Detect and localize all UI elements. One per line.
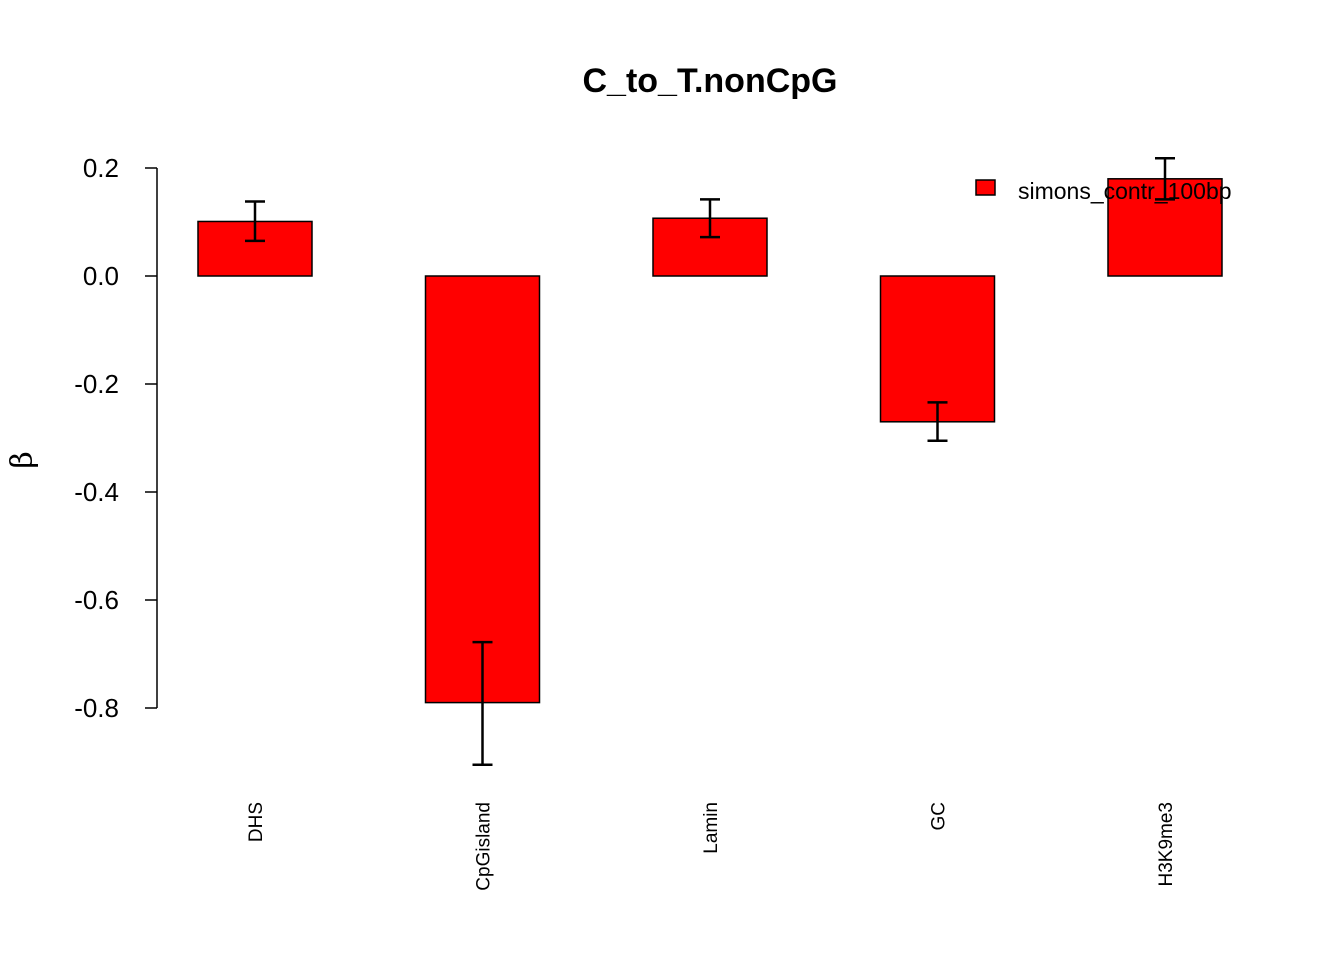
legend-swatch bbox=[975, 179, 996, 196]
x-tick-label: DHS bbox=[246, 802, 267, 842]
x-tick-label: GC bbox=[929, 802, 950, 831]
error-bar-gc bbox=[927, 401, 948, 442]
y-axis: 0.2 0.0 -0.2 -0.4 -0.6 -0.8 bbox=[74, 153, 158, 723]
y-tick-label: -0.4 bbox=[74, 477, 119, 507]
error-bar-dhs bbox=[245, 200, 265, 243]
y-tick-label: -0.8 bbox=[74, 693, 119, 723]
bars-group bbox=[197, 157, 1223, 766]
error-bar-h3k9me3 bbox=[1155, 157, 1175, 201]
x-tick-label: CpGisland bbox=[474, 802, 495, 891]
y-axis-label: β bbox=[5, 451, 40, 468]
legend-label: simons_contr_100bp bbox=[1018, 178, 1232, 204]
x-tick-labels: DHS CpGisland Lamin GC H3K9me3 bbox=[246, 802, 1177, 891]
chart-title: C_to_T.nonCpG bbox=[583, 62, 838, 100]
y-tick-label: 0.0 bbox=[83, 261, 119, 291]
bar-gc bbox=[879, 275, 996, 423]
x-tick-label: H3K9me3 bbox=[1156, 802, 1177, 887]
bar-cpgisland bbox=[424, 275, 541, 704]
y-tick-label: 0.2 bbox=[83, 153, 119, 183]
bar-lamin bbox=[652, 217, 768, 277]
error-bar-cpgisland bbox=[472, 640, 493, 766]
x-tick-label: Lamin bbox=[701, 802, 722, 854]
legend: simons_contr_100bp bbox=[975, 178, 1232, 204]
y-tick-label: -0.6 bbox=[74, 585, 119, 615]
error-bar-lamin bbox=[700, 198, 720, 239]
y-tick-label: -0.2 bbox=[74, 369, 119, 399]
